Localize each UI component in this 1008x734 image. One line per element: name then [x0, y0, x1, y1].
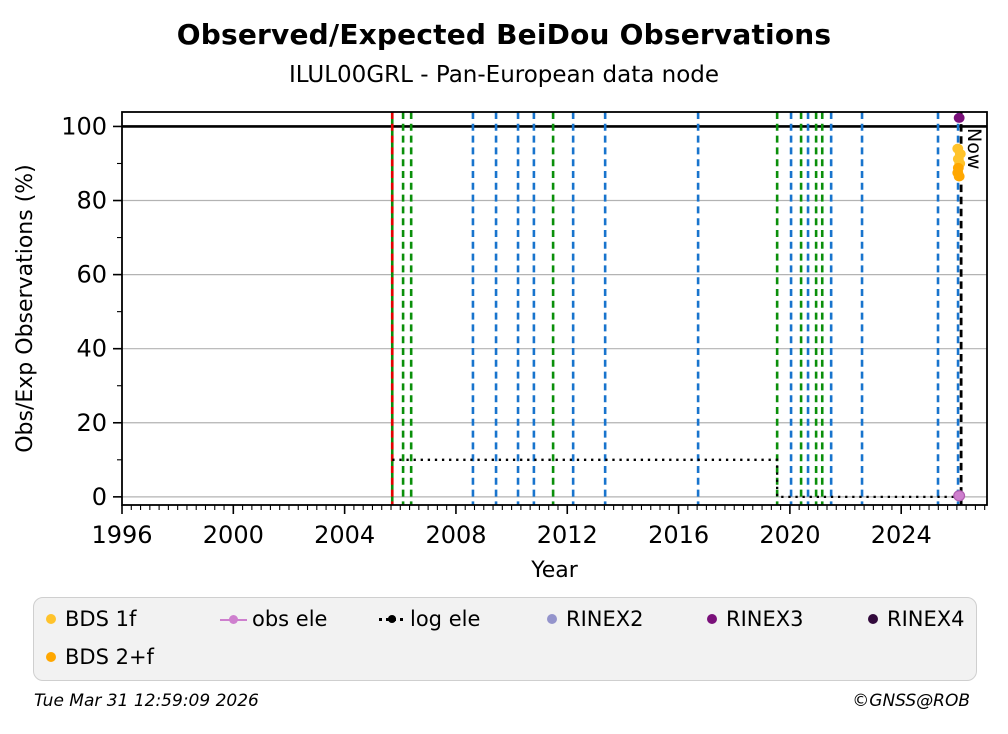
footer-timestamp: Tue Mar 31 12:59:09 2026: [34, 691, 259, 711]
x-tick-label: 2020: [759, 521, 820, 549]
legend-label: RINEX3: [726, 607, 804, 631]
legend-label: BDS 1f: [65, 607, 137, 631]
y-tick-label: 20: [76, 409, 107, 437]
footer-copyright: ©GNSS@ROB: [852, 691, 970, 711]
legend-label: log ele: [410, 607, 481, 631]
y-axis-label: Obs/Exp Observations (%): [13, 164, 38, 453]
y-tick-label: 60: [76, 261, 107, 289]
point-obs-ele: [953, 490, 966, 502]
bds-1f-dot-icon: [46, 614, 56, 624]
y-tick-label: 40: [76, 335, 107, 363]
legend-label: BDS 2+f: [65, 645, 154, 669]
x-tick-label: 2004: [314, 521, 375, 549]
chart-title: Observed/Expected BeiDou Observations: [176, 18, 832, 51]
point-rinex3: [953, 112, 965, 123]
y-tick-label: 100: [61, 112, 107, 140]
obs-ele-line-dot-icon: [220, 614, 247, 625]
legend-item-log-ele: log ele: [379, 606, 480, 632]
x-tick-label: 2008: [425, 521, 486, 549]
legend: BDS 1f obs ele log ele RINEX2 RINEX3 RIN…: [33, 597, 977, 681]
x-axis-label: Year: [530, 558, 579, 583]
legend-label: obs ele: [252, 607, 328, 631]
legend-label: RINEX4: [887, 607, 965, 631]
legend-item-rinex4: RINEX4: [868, 606, 965, 632]
x-tick-label: 2000: [203, 521, 264, 549]
x-tick-label: 2016: [648, 521, 709, 549]
legend-item-rinex2: RINEX2: [547, 606, 644, 632]
log-ele-line: [392, 458, 959, 499]
chart-subtitle: ILUL00GRL - Pan-European data node: [288, 62, 720, 88]
y-tick-label: 0: [92, 483, 107, 511]
x-tick-label: 2012: [537, 521, 598, 549]
bds-2f-dot-icon: [46, 652, 56, 662]
x-tick-label: 2024: [871, 521, 932, 549]
gridlines: [122, 199, 987, 498]
legend-label: RINEX2: [566, 607, 644, 631]
rinex2-dot-icon: [547, 614, 557, 624]
legend-item-obs-ele: obs ele: [220, 606, 327, 632]
rinex3-dot-icon: [707, 614, 717, 624]
now-label: Now: [963, 128, 985, 169]
now-line: Now: [959, 112, 985, 505]
y-tick-label: 80: [76, 187, 107, 215]
point-bds-2-f: [953, 171, 965, 182]
x-axis: 1996 2000 2004 2008 2012 2016 2020 2024 Year: [91, 505, 986, 583]
event-vlines: [390, 112, 960, 505]
plot-area: Now 1996 2000 2004 2008 2012 2016 2020 2024 Year 0…: [13, 111, 988, 583]
legend-item-bds-1f: BDS 1f: [46, 606, 136, 632]
x-tick-label: 1996: [91, 521, 152, 549]
data-points: [952, 112, 966, 502]
y-axis: 0 20 40 60 80 100 Obs/Exp Observations (%): [13, 112, 122, 511]
rinex4-dot-icon: [868, 614, 878, 624]
log-ele-dotted-line-icon: [379, 614, 406, 625]
legend-item-bds-2f: BDS 2+f: [46, 644, 154, 670]
legend-item-rinex3: RINEX3: [707, 606, 804, 632]
plot-frame: [121, 111, 988, 506]
